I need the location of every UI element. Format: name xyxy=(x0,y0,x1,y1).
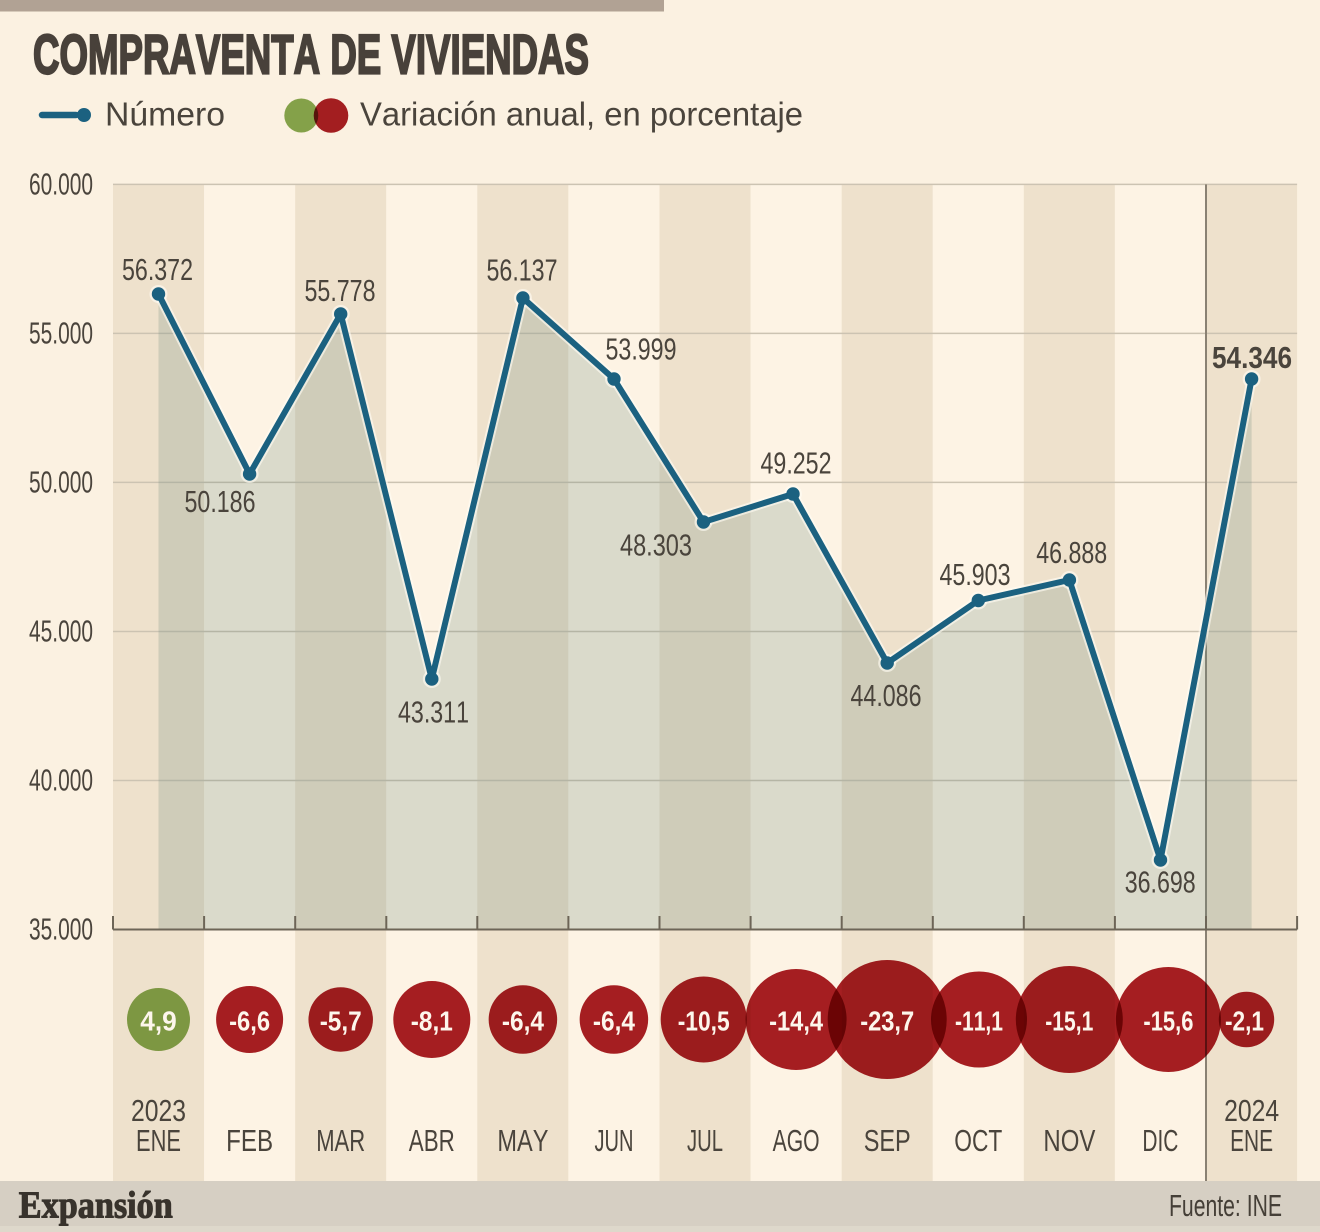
svg-text:ABR: ABR xyxy=(409,1124,455,1158)
svg-text:COMPRAVENTA DE VIVIENDAS: COMPRAVENTA DE VIVIENDAS xyxy=(33,23,589,86)
svg-text:-10,5: -10,5 xyxy=(678,1006,730,1037)
svg-text:-6,6: -6,6 xyxy=(229,1006,270,1037)
svg-text:43.311: 43.311 xyxy=(398,697,469,730)
svg-text:46.888: 46.888 xyxy=(1036,537,1107,570)
svg-text:-6,4: -6,4 xyxy=(502,1006,544,1037)
svg-text:FEB: FEB xyxy=(226,1124,273,1158)
svg-text:54.346: 54.346 xyxy=(1212,342,1292,375)
svg-text:-23,7: -23,7 xyxy=(860,1006,914,1037)
svg-text:48.303: 48.303 xyxy=(620,530,692,563)
svg-text:56.372: 56.372 xyxy=(122,254,193,287)
svg-text:ENE: ENE xyxy=(136,1124,181,1158)
svg-text:-8,1: -8,1 xyxy=(411,1006,453,1037)
svg-text:55.778: 55.778 xyxy=(305,275,376,308)
svg-text:-15,6: -15,6 xyxy=(1143,1006,1193,1037)
svg-text:2023: 2023 xyxy=(131,1094,186,1128)
svg-text:DIC: DIC xyxy=(1142,1124,1178,1158)
svg-text:-2,1: -2,1 xyxy=(1225,1006,1264,1037)
svg-text:40.000: 40.000 xyxy=(29,764,93,798)
svg-text:53.999: 53.999 xyxy=(606,334,677,367)
svg-text:NOV: NOV xyxy=(1043,1124,1096,1158)
svg-text:Expansión: Expansión xyxy=(19,1185,173,1227)
svg-text:Variación anual, en porcentaje: Variación anual, en porcentaje xyxy=(360,96,803,133)
svg-text:MAR: MAR xyxy=(316,1124,365,1158)
svg-text:SEP: SEP xyxy=(864,1124,911,1158)
svg-text:JUL: JUL xyxy=(687,1124,723,1158)
svg-text:-11,1: -11,1 xyxy=(955,1006,1003,1037)
svg-text:Fuente: INE: Fuente: INE xyxy=(1169,1188,1282,1223)
svg-text:56.137: 56.137 xyxy=(487,255,558,288)
svg-text:36.698: 36.698 xyxy=(1125,867,1196,900)
svg-text:2024: 2024 xyxy=(1224,1094,1279,1128)
svg-text:MAY: MAY xyxy=(497,1124,548,1158)
svg-text:OCT: OCT xyxy=(954,1124,1002,1158)
svg-text:Número: Número xyxy=(105,96,225,133)
svg-text:35.000: 35.000 xyxy=(29,913,93,947)
svg-text:45.000: 45.000 xyxy=(29,615,93,649)
svg-text:ENE: ENE xyxy=(1230,1124,1273,1158)
svg-text:49.252: 49.252 xyxy=(761,448,832,481)
svg-text:50.186: 50.186 xyxy=(185,486,256,519)
svg-text:45.903: 45.903 xyxy=(940,559,1011,592)
svg-text:-5,7: -5,7 xyxy=(320,1006,362,1037)
svg-text:50.000: 50.000 xyxy=(29,466,93,500)
svg-text:-6,4: -6,4 xyxy=(593,1006,635,1037)
svg-text:AGO: AGO xyxy=(773,1124,820,1158)
svg-text:-15,1: -15,1 xyxy=(1045,1006,1093,1037)
svg-text:4,9: 4,9 xyxy=(140,1006,177,1037)
svg-text:60.000: 60.000 xyxy=(29,168,93,202)
svg-text:55.000: 55.000 xyxy=(29,317,93,351)
svg-text:-14,4: -14,4 xyxy=(769,1006,823,1037)
svg-text:44.086: 44.086 xyxy=(851,680,922,713)
svg-text:JUN: JUN xyxy=(595,1124,634,1158)
